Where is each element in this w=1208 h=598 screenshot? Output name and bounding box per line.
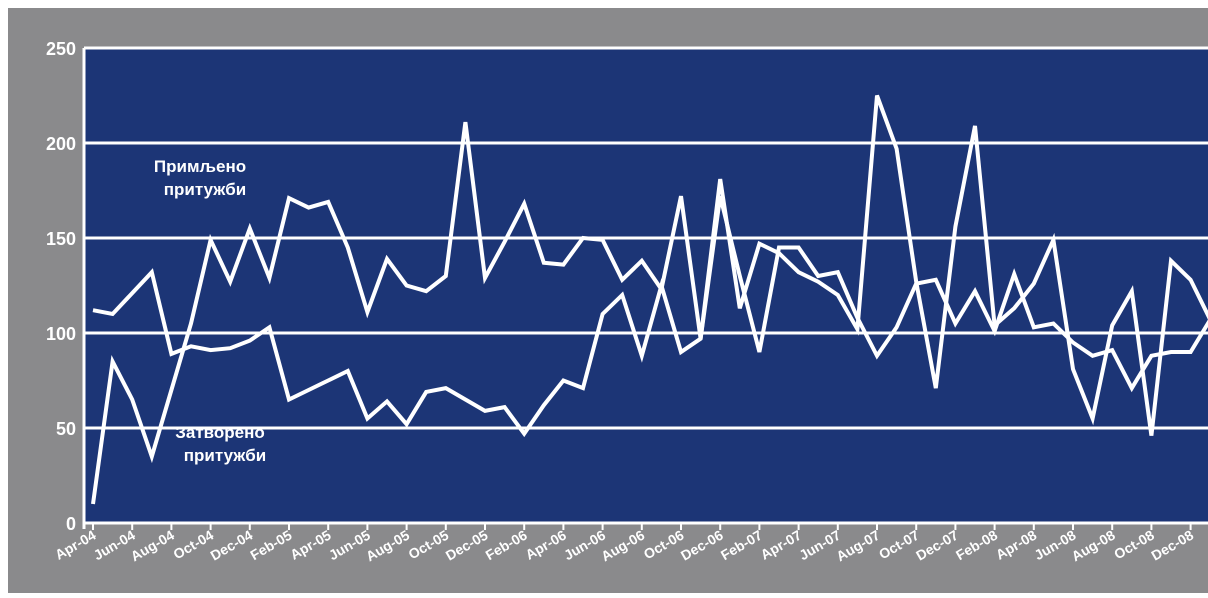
series-label-2: притужби [184, 446, 267, 465]
series-label-2: Затворено [175, 423, 265, 442]
y-axis: 0 50 100 150 200 250 [46, 39, 76, 534]
y-tick-label: 0 [66, 514, 76, 534]
y-tick-label: 50 [56, 419, 76, 439]
y-tick-label: 100 [46, 324, 76, 344]
series-line-1 [92, 195, 1208, 438]
plot-area [84, 48, 1208, 523]
y-tick-label: 150 [46, 229, 76, 249]
series-lines [91, 94, 1208, 505]
series-label-1: притужби [164, 180, 247, 199]
series-label-1: Примљено [154, 157, 246, 176]
y-tick-label: 250 [46, 39, 76, 59]
series-labels: Примљено притужби Затворено притужби [154, 157, 266, 465]
series-line-2 [91, 94, 1208, 505]
gridlines [84, 46, 1208, 525]
y-tick-label: 200 [46, 134, 76, 154]
